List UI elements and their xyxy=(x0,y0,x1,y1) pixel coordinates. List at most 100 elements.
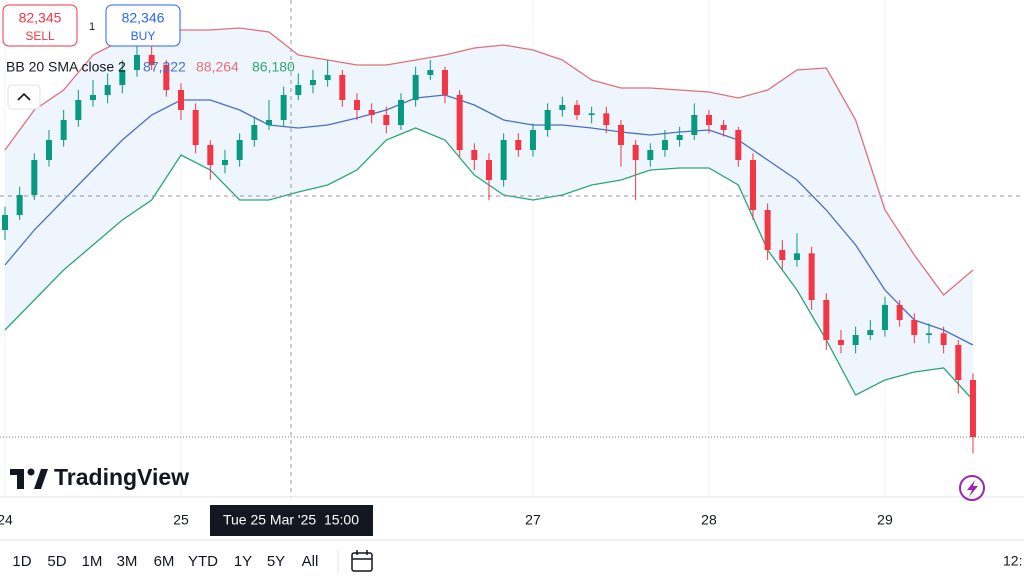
range-button[interactable]: 5Y xyxy=(267,553,285,570)
upper-value: 88,264 xyxy=(196,59,239,75)
sell-price: 82,345 xyxy=(19,10,62,26)
buy-label: BUY xyxy=(131,29,156,43)
calendar-icon[interactable] xyxy=(351,550,373,572)
candle-body xyxy=(544,110,551,130)
candle-body xyxy=(251,125,258,140)
candle-body xyxy=(691,115,698,135)
crosshair-label-box xyxy=(209,505,373,536)
candle-body xyxy=(397,100,404,125)
candle-body xyxy=(559,105,566,110)
candle-body xyxy=(104,85,111,95)
candle-body xyxy=(676,135,683,140)
range-button[interactable]: 3M xyxy=(117,553,138,570)
candle-body xyxy=(1,215,8,230)
candle-body xyxy=(471,150,478,160)
range-button[interactable]: 1Y xyxy=(234,553,252,570)
candle-body xyxy=(280,95,287,120)
candle-body xyxy=(720,125,727,130)
candle-body xyxy=(339,75,346,100)
candle-body xyxy=(368,110,375,115)
candle-body xyxy=(221,160,228,165)
candle-body xyxy=(441,70,448,95)
x-tick-label: 25 xyxy=(173,512,189,528)
candle-body xyxy=(353,100,360,110)
candle-body xyxy=(89,95,96,100)
lower-value: 86,180 xyxy=(252,59,295,75)
time-label: 12: xyxy=(1003,553,1022,569)
sell-button[interactable] xyxy=(2,4,78,47)
candle-body xyxy=(896,305,903,320)
candle-body xyxy=(529,130,536,150)
collapse-icon xyxy=(17,92,31,101)
x-tick-label: 27 xyxy=(525,512,541,528)
spread: 1 xyxy=(89,21,95,33)
candle-body xyxy=(632,145,639,160)
toolbar: 1D 5D 1M 3M 6M YTD 1Y 5Y All xyxy=(12,553,318,570)
crosshair-label: Tue 25 Mar '25 15:00 xyxy=(223,512,359,528)
candle-body xyxy=(265,120,272,125)
candle-body xyxy=(515,140,522,150)
candle-body xyxy=(749,160,756,210)
candle-body xyxy=(852,335,859,345)
candle-body xyxy=(60,120,67,140)
candle-body xyxy=(779,250,786,260)
plot xyxy=(0,0,1024,497)
candle-body xyxy=(236,140,243,160)
candle-body xyxy=(881,305,888,330)
candle-body xyxy=(309,80,316,85)
candle-body xyxy=(133,55,140,70)
middle-band xyxy=(4,94,974,346)
candle-body xyxy=(500,140,507,180)
candle-body xyxy=(75,100,82,120)
range-button[interactable]: YTD xyxy=(188,553,218,570)
candle-body xyxy=(764,210,771,250)
candle-body xyxy=(647,150,654,160)
candle-body xyxy=(867,330,874,335)
candle-body xyxy=(925,333,932,335)
candle-body xyxy=(793,253,800,260)
candle-body xyxy=(456,95,463,150)
assistant-bolt xyxy=(967,480,978,497)
candle-body xyxy=(837,340,844,345)
collapse-button[interactable] xyxy=(7,84,41,110)
candle-body xyxy=(617,125,624,145)
candle-body xyxy=(119,70,126,85)
candle-body xyxy=(485,160,492,180)
sell-label: SELL xyxy=(25,29,55,43)
logo-mark xyxy=(10,468,48,489)
candle-body xyxy=(588,113,595,115)
candle-body xyxy=(148,55,155,65)
indicator-label: BB 20 SMA close 2 xyxy=(6,59,126,75)
candle-body xyxy=(969,380,976,437)
range-button[interactable]: 1D xyxy=(12,553,31,570)
candle-body xyxy=(383,115,390,125)
band-fill xyxy=(4,28,973,400)
middle-value: 87,222 xyxy=(143,59,186,75)
range-button[interactable]: 5D xyxy=(47,553,66,570)
candle-body xyxy=(808,253,815,300)
range-button[interactable]: 1M xyxy=(82,553,103,570)
candle-body xyxy=(603,113,610,125)
x-tick-label: 29 xyxy=(877,512,893,528)
candle-body xyxy=(177,90,184,110)
candle-body xyxy=(412,75,419,100)
candle-body xyxy=(735,130,742,160)
range-button[interactable]: All xyxy=(302,553,319,570)
candle-body xyxy=(427,70,434,75)
candle-body xyxy=(192,110,199,145)
buy-button[interactable] xyxy=(105,4,181,47)
x-tick-label: 24 xyxy=(0,512,13,528)
buy-price: 82,346 xyxy=(122,10,165,26)
candle-body xyxy=(705,115,712,125)
candle-body xyxy=(324,75,331,80)
candle-body xyxy=(16,195,23,215)
x-tick-label: 28 xyxy=(701,512,717,528)
range-button[interactable]: 6M xyxy=(154,553,175,570)
candle-body xyxy=(163,65,170,90)
assistant-icon[interactable] xyxy=(959,475,985,501)
candle-body xyxy=(295,85,302,95)
candle-body xyxy=(207,145,214,165)
candle-body xyxy=(573,105,580,115)
